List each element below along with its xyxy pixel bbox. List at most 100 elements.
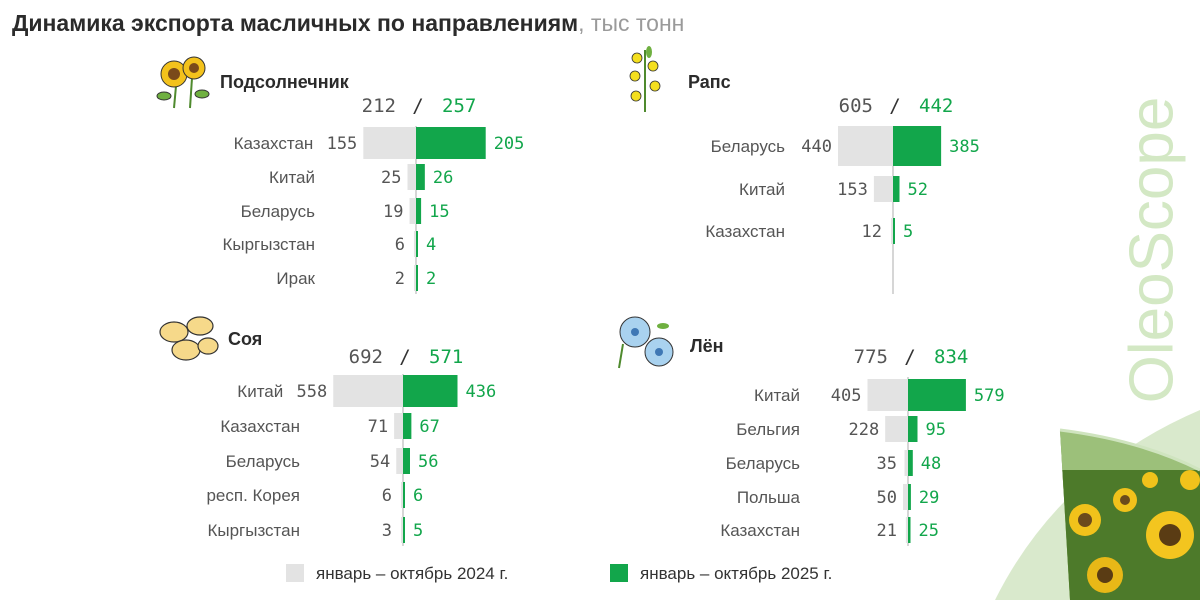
category-label: респ. Корея — [206, 486, 300, 505]
bar-2025 — [416, 127, 486, 159]
value-label-2025: 385 — [949, 137, 980, 157]
bar-2024 — [407, 164, 416, 190]
total-separator: / — [412, 95, 423, 117]
bar-row: 6 6 респ. Корея — [206, 482, 423, 508]
category-label: Казахстан — [720, 521, 800, 540]
panel-4: Лён 775 / 834 405 579 Китай 228 95 Бельгия 35 48 Бел… — [690, 336, 1005, 546]
value-label-2025: 2 — [426, 269, 436, 289]
bar-row: 19 15 Беларусь — [241, 198, 450, 224]
bar-row: 228 95 Бельгия — [736, 416, 946, 442]
category-label: Кыргызстан — [207, 521, 300, 540]
rapeseed-icon — [629, 46, 661, 112]
legend-swatch — [610, 564, 628, 582]
bar-2024 — [885, 416, 908, 442]
sunflower-icon — [156, 56, 210, 109]
sunflower-field-decoration — [995, 410, 1200, 600]
flax-flower-icon — [618, 316, 674, 369]
bar-row: 440 385 Беларусь — [711, 126, 980, 166]
value-label-2024: 2 — [395, 269, 405, 289]
bar-row: 3 5 Кыргызстан — [207, 517, 423, 543]
bar-2024 — [394, 413, 403, 439]
value-label-2024: 558 — [297, 382, 328, 402]
legend-item: январь – октябрь 2025 г. — [610, 564, 832, 583]
total-separator: / — [904, 346, 915, 368]
value-label-2024: 405 — [831, 386, 862, 406]
bar-2024 — [396, 448, 403, 474]
bar-row: 405 579 Китай — [754, 379, 1005, 411]
bar-2024 — [414, 265, 416, 291]
legend-item: январь – октябрь 2024 г. — [286, 564, 508, 583]
value-label-2025: 48 — [921, 454, 941, 474]
category-label: Казахстан — [234, 134, 314, 153]
value-label-2025: 52 — [908, 180, 928, 200]
category-label: Бельгия — [736, 420, 800, 439]
total-2025: 257 — [442, 95, 476, 117]
value-label-2024: 440 — [801, 137, 832, 157]
legend-label: январь – октябрь 2025 г. — [640, 564, 832, 583]
bar-row: 153 52 Китай — [739, 176, 928, 202]
bar-2025 — [416, 164, 425, 190]
value-label-2025: 67 — [419, 417, 439, 437]
value-label-2024: 12 — [862, 222, 882, 242]
bar-2024 — [873, 176, 893, 202]
bar-2024 — [838, 126, 893, 166]
total-2025: 834 — [934, 346, 968, 368]
bar-row: 2 2 Ирак — [276, 265, 436, 291]
total-2025: 571 — [429, 346, 463, 368]
bar-2024 — [333, 375, 403, 407]
value-label-2024: 228 — [848, 420, 879, 440]
value-label-2024: 50 — [877, 488, 897, 508]
category-label: Китай — [739, 180, 785, 199]
bar-row: 35 48 Беларусь — [726, 450, 941, 476]
panel-title: Подсолнечник — [220, 72, 350, 92]
value-label-2025: 579 — [974, 386, 1005, 406]
bar-2025 — [416, 231, 418, 257]
bar-row: 6 4 Кыргызстан — [222, 231, 436, 257]
category-label: Беларусь — [726, 454, 800, 473]
bar-row: 12 5 Казахстан — [705, 218, 913, 244]
category-label: Беларусь — [711, 137, 785, 156]
bar-2025 — [908, 517, 911, 543]
bar-2024 — [409, 198, 416, 224]
value-label-2024: 25 — [381, 168, 401, 188]
value-label-2024: 35 — [877, 454, 897, 474]
value-label-2025: 4 — [426, 235, 436, 255]
bar-2025 — [403, 375, 458, 407]
category-label: Беларусь — [241, 202, 315, 221]
panel-title: Соя — [228, 329, 262, 349]
category-label: Ирак — [276, 269, 315, 288]
value-label-2025: 25 — [919, 521, 939, 541]
value-label-2025: 5 — [903, 222, 913, 242]
total-2024: 212 — [362, 95, 396, 117]
bar-2025 — [403, 517, 405, 543]
value-label-2025: 5 — [413, 521, 423, 541]
bar-2025 — [893, 218, 895, 244]
total-2024: 775 — [854, 346, 888, 368]
value-label-2024: 71 — [368, 417, 388, 437]
category-label: Польша — [737, 488, 801, 507]
page-title-main: Динамика экспорта масличных по направлен… — [12, 10, 579, 36]
total-separator: / — [399, 346, 410, 368]
total-2024: 605 — [839, 95, 873, 117]
value-label-2024: 54 — [370, 452, 390, 472]
total-2025: 442 — [919, 95, 953, 117]
panel-2: Рапс 605 / 442 440 385 Беларусь 153 52 Китай 12 5 Ка… — [688, 72, 980, 294]
bar-2024 — [903, 484, 908, 510]
value-label-2025: 15 — [429, 202, 449, 222]
bar-2024 — [867, 379, 908, 411]
bar-2024 — [413, 231, 416, 257]
category-label: Беларусь — [226, 452, 300, 471]
bar-2024 — [891, 218, 893, 244]
bar-2025 — [416, 265, 418, 291]
value-label-2024: 21 — [877, 521, 897, 541]
value-label-2024: 155 — [327, 134, 358, 154]
value-label-2025: 29 — [919, 488, 939, 508]
value-label-2025: 26 — [433, 168, 453, 188]
bar-row: 50 29 Польша — [737, 484, 939, 510]
bar-2024 — [363, 127, 416, 159]
bar-2025 — [893, 176, 900, 202]
value-label-2024: 3 — [382, 521, 392, 541]
bar-row: 21 25 Казахстан — [720, 517, 939, 543]
